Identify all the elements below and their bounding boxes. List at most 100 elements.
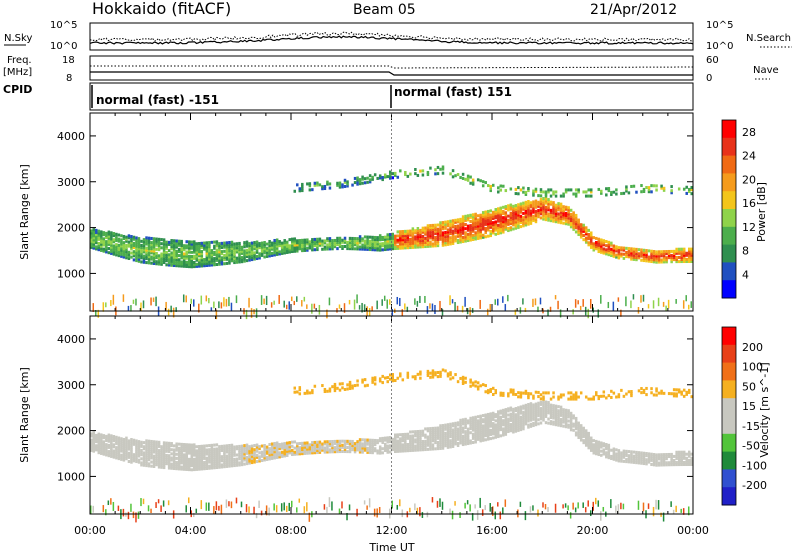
echo-cell	[193, 461, 196, 465]
echo-cell	[127, 441, 131, 445]
echo-cell	[504, 432, 508, 436]
echo-cell	[215, 457, 219, 461]
echo-cell	[489, 420, 492, 424]
echo-cell	[499, 227, 503, 231]
echo-cell	[617, 248, 621, 252]
echo-cell	[285, 240, 289, 244]
echo-cell	[444, 241, 447, 245]
echo-cell	[569, 422, 573, 426]
echo-cell	[205, 450, 209, 454]
echo-cell	[424, 238, 427, 242]
echo-cell	[529, 392, 533, 396]
echo-cell	[534, 201, 538, 205]
echo-cell	[532, 210, 535, 214]
echo-cell	[165, 259, 168, 263]
echo-cell	[406, 371, 410, 375]
echo-cell	[660, 459, 663, 463]
echo-cell	[371, 442, 374, 446]
echo-cell	[572, 215, 575, 219]
echo-cell	[509, 220, 513, 224]
echo-cell	[228, 257, 231, 261]
echo-cell	[235, 248, 239, 252]
echo-cell	[225, 249, 229, 253]
echo-cell	[240, 459, 244, 463]
echo-cell	[218, 451, 221, 455]
echo-cell	[517, 203, 520, 207]
echo-cell	[489, 221, 492, 225]
echo-cell	[577, 220, 580, 224]
echo-cell	[481, 383, 485, 387]
echo-cell	[444, 230, 447, 234]
echo-cell	[675, 388, 678, 392]
echo-cell	[587, 243, 590, 247]
near-range-cell	[630, 300, 632, 309]
near-range-cell	[620, 502, 622, 510]
echo-cell	[198, 254, 201, 258]
echo-cell	[167, 249, 171, 253]
echo-cell	[426, 224, 430, 228]
echo-cell	[200, 444, 204, 448]
echo-cell	[92, 447, 96, 451]
echo-cell	[642, 250, 646, 254]
echo-cell	[343, 447, 347, 451]
echo-cell	[187, 449, 191, 453]
echo-cell	[539, 411, 543, 415]
echo-cell	[409, 239, 412, 243]
echo-cell	[615, 192, 618, 196]
echo-cell	[278, 242, 281, 246]
echo-cell	[589, 241, 593, 245]
echo-cell	[200, 264, 204, 268]
echo-cell	[404, 173, 407, 177]
echo-cell	[509, 414, 513, 418]
echo-cell	[338, 447, 342, 451]
echo-cell	[318, 440, 322, 444]
echo-cell	[587, 433, 590, 437]
echo-cell	[361, 177, 364, 181]
echo-cell	[512, 213, 515, 217]
near-range-cell	[479, 299, 481, 309]
echo-cell	[291, 247, 294, 251]
echo-cell	[486, 216, 490, 220]
echo-cell	[115, 253, 118, 257]
echo-cell	[434, 373, 437, 377]
echo-cell	[529, 201, 533, 205]
echo-cell	[416, 237, 420, 241]
echo-cell	[268, 254, 271, 258]
echo-cell	[595, 243, 598, 247]
echo-cell	[431, 238, 435, 242]
echo-cell	[444, 433, 447, 437]
echo-cell	[630, 392, 633, 396]
echo-cell	[451, 229, 455, 233]
echo-cell	[642, 451, 646, 455]
echo-cell	[471, 215, 475, 219]
echo-cell	[147, 454, 151, 458]
echo-cell	[205, 460, 209, 464]
echo-cell	[122, 243, 126, 247]
echo-cell	[504, 408, 508, 412]
echo-cell	[162, 464, 166, 468]
echo-cell	[180, 260, 183, 264]
echo-cell	[544, 194, 548, 198]
echo-cell	[150, 245, 153, 249]
echo-cell	[507, 392, 510, 396]
echo-cell	[155, 457, 158, 461]
echo-cell	[152, 465, 156, 469]
echo-cell	[366, 176, 369, 180]
echo-cell	[584, 429, 588, 433]
echo-cell	[494, 216, 498, 220]
near-range-cell	[574, 507, 577, 513]
echo-cell	[562, 207, 565, 211]
near-range-cell	[537, 306, 539, 312]
echo-cell	[431, 236, 435, 240]
echo-cell	[421, 433, 425, 437]
echo-cell	[336, 448, 339, 452]
echo-cell	[205, 467, 209, 471]
echo-cell	[476, 178, 480, 182]
echo-cell	[193, 453, 196, 457]
echo-cell	[439, 374, 442, 378]
echo-cell	[552, 395, 555, 399]
echo-cell	[517, 391, 520, 395]
echo-cell	[587, 444, 590, 448]
echo-cell	[167, 255, 171, 259]
echo-cell	[484, 432, 487, 436]
